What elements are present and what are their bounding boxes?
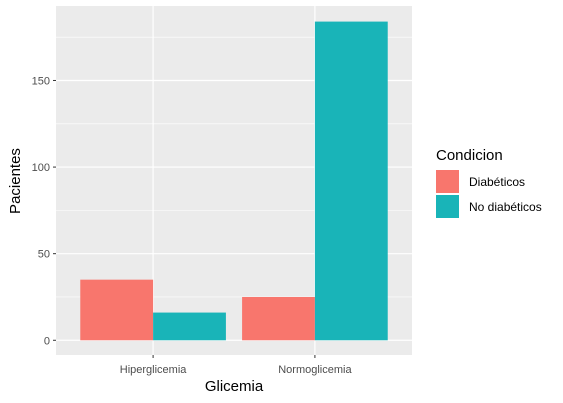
bar	[80, 279, 154, 341]
legend-label: Diabéticos	[469, 175, 525, 189]
x-axis: Hiperglicemia Normoglicemia	[120, 355, 352, 376]
y-axis-title: Pacientes	[7, 148, 24, 214]
y-tick-label: 100	[32, 162, 50, 174]
bar	[153, 312, 226, 341]
y-tick-label: 50	[38, 249, 50, 261]
x-axis-title: Glicemia	[205, 378, 264, 395]
x-tick-label: Normoglicemia	[278, 364, 352, 376]
bar	[242, 296, 315, 341]
bar	[314, 21, 388, 341]
legend: Condicion Diabéticos No diabéticos	[436, 147, 542, 218]
y-tick-label: 0	[44, 335, 50, 347]
y-tick-label: 150	[32, 75, 50, 87]
bars-layer	[80, 21, 388, 341]
y-axis: 0 50 100 150	[32, 75, 56, 347]
legend-title: Condicion	[436, 147, 503, 164]
x-tick-label: Hiperglicemia	[120, 364, 188, 376]
legend-label: No diabéticos	[469, 200, 542, 214]
legend-items: Diabéticos No diabéticos	[436, 170, 542, 218]
legend-swatch	[436, 170, 459, 193]
legend-swatch	[436, 195, 459, 218]
